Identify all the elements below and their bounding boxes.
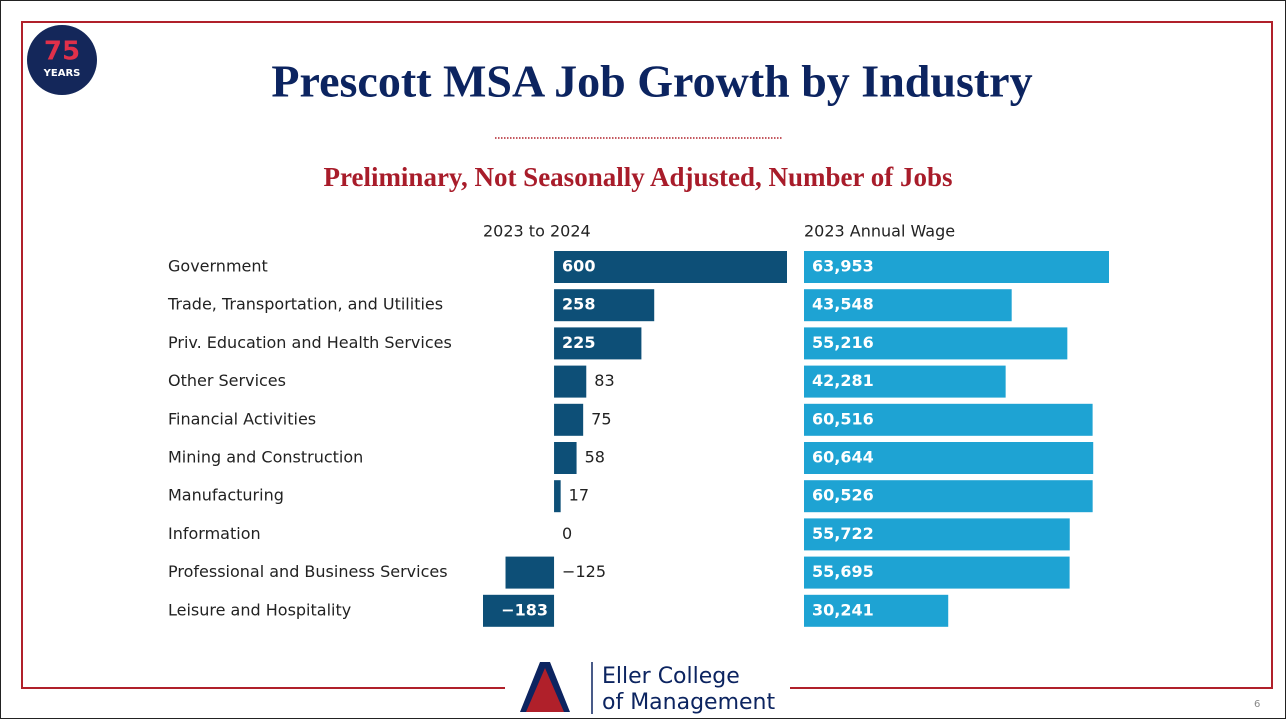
bar <box>804 442 1094 474</box>
category-label: Mining and Construction <box>168 448 363 467</box>
bar <box>804 365 1006 398</box>
bar <box>554 365 587 398</box>
value-label: 60,526 <box>812 486 874 505</box>
footer-logo <box>520 662 593 714</box>
value-label: 55,722 <box>812 524 874 543</box>
series-header: 2023 Annual Wage <box>804 222 955 241</box>
bar <box>804 289 1012 322</box>
category-label: Priv. Education and Health Services <box>168 333 452 352</box>
chart-title: Prescott MSA Job Growth by Industry <box>271 56 1032 107</box>
value-label: 83 <box>594 371 614 390</box>
value-label: 75 <box>591 409 611 428</box>
bar <box>554 289 655 322</box>
value-label: 63,953 <box>812 257 874 276</box>
value-label: 258 <box>562 295 595 314</box>
bar <box>483 594 555 627</box>
value-label: 42,281 <box>812 371 874 390</box>
value-label: 0 <box>562 524 572 543</box>
value-label: 17 <box>569 486 589 505</box>
logo-badge <box>27 25 97 95</box>
bar <box>554 442 577 474</box>
bar <box>554 327 642 360</box>
logo-label: YEARS <box>43 68 81 79</box>
bar <box>804 327 1068 360</box>
value-label: 30,241 <box>812 600 874 619</box>
bar <box>554 480 561 513</box>
bar <box>804 480 1093 513</box>
bar <box>804 403 1093 436</box>
bar <box>505 556 555 589</box>
footer-line1: Eller College <box>602 664 740 689</box>
category-label: Government <box>168 257 268 276</box>
category-label: Other Services <box>168 371 286 390</box>
bar <box>804 556 1070 589</box>
value-label: 225 <box>562 333 595 352</box>
value-label: 55,695 <box>812 562 874 581</box>
value-label: −183 <box>501 600 548 619</box>
category-label: Trade, Transportation, and Utilities <box>167 295 443 314</box>
frame <box>21 21 1273 689</box>
value-label: 600 <box>562 257 595 276</box>
category-label: Information <box>168 524 261 543</box>
category-label: Professional and Business Services <box>168 562 448 581</box>
category-label: Financial Activities <box>168 409 316 428</box>
series-header: 2023 to 2024 <box>483 222 591 241</box>
category-label: Leisure and Hospitality <box>168 600 351 619</box>
value-label: 55,216 <box>812 333 874 352</box>
bar <box>554 403 584 436</box>
value-label: 60,644 <box>812 448 874 467</box>
chart-subtitle: Preliminary, Not Seasonally Adjusted, Nu… <box>323 162 952 192</box>
bar <box>804 594 949 627</box>
footer-line2: of Management <box>602 690 775 715</box>
value-label: −125 <box>562 562 606 581</box>
value-label: 58 <box>585 448 605 467</box>
bar <box>804 518 1070 551</box>
bar <box>554 251 787 283</box>
value-label: 43,548 <box>812 295 874 314</box>
category-label: Manufacturing <box>168 486 284 505</box>
logo-number: 75 <box>44 37 80 67</box>
page-number: 6 <box>1254 699 1260 710</box>
value-label: 60,516 <box>812 409 874 428</box>
bar <box>804 251 1109 283</box>
